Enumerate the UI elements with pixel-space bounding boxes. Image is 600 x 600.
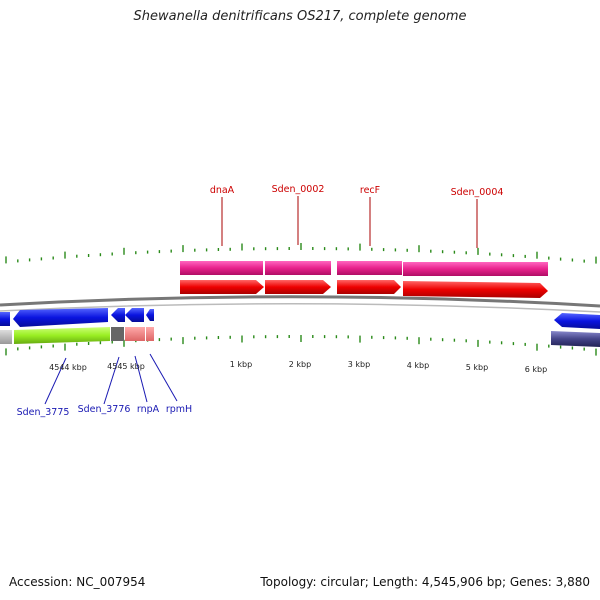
figure-title: Shewanella denitrificans OS217, complete… bbox=[133, 9, 467, 24]
scale-label-4545kbp: 4545 kbp bbox=[107, 362, 145, 371]
scale-label-4544kbp: 4544 kbp bbox=[49, 363, 87, 372]
forward-gene-feature-Sden_0002 bbox=[265, 261, 331, 275]
forward-cds-arrow-Sden_0004 bbox=[403, 281, 548, 298]
leader-line-Sden_3775 bbox=[44, 357, 67, 405]
forward-cds-arrow-Sden_0002 bbox=[265, 280, 331, 294]
reverse-gene-feature-rpmH bbox=[146, 327, 154, 341]
outer-tick-ring bbox=[5, 243, 597, 264]
gene-label-Sden_3775: Sden_3775 bbox=[17, 407, 70, 418]
accession-text: Accession: NC_007954 bbox=[9, 575, 146, 589]
scale-label-3kbp: 3 kbp bbox=[348, 360, 370, 369]
reverse-cds-arrow-Sden_3776 bbox=[111, 308, 125, 322]
forward-cds-arrow-dnaA bbox=[180, 280, 264, 294]
reverse-cds-arrow-rnpA bbox=[125, 308, 144, 322]
forward-gene-feature-Sden_0004 bbox=[403, 262, 548, 276]
scale-label-6kbp: 6 kbp bbox=[525, 365, 547, 374]
reverse-cds-arrow-left-edge bbox=[0, 312, 10, 326]
reverse-gene-feature-left-edge bbox=[0, 330, 12, 344]
gene-label-recF: recF bbox=[360, 185, 380, 196]
gene-label-Sden_0002: Sden_0002 bbox=[272, 184, 325, 195]
backbone-outer-arc bbox=[0, 295, 600, 308]
topology-text: Topology: circular; Length: 4,545,906 bp… bbox=[260, 575, 590, 589]
reverse-gene-feature-right-edge bbox=[551, 331, 600, 347]
forward-cds-arrow-recF bbox=[337, 280, 401, 294]
gene-label-Sden_0004: Sden_0004 bbox=[451, 187, 504, 198]
scale-label-5kbp: 5 kbp bbox=[466, 363, 488, 372]
leader-line-Sden_3776 bbox=[103, 356, 120, 405]
reverse-gene-feature-Sden_3776 bbox=[111, 327, 124, 341]
reverse-cds-arrow-Sden_3775 bbox=[13, 308, 108, 327]
forward-gene-feature-dnaA bbox=[180, 261, 263, 275]
reverse-gene-feature-Sden_3775 bbox=[14, 327, 110, 344]
gene-label-Sden_3776: Sden_3776 bbox=[78, 404, 131, 415]
gene-label-rnpA: rnpA bbox=[137, 404, 160, 415]
reverse-gene-feature-rnpA bbox=[125, 327, 145, 341]
backbone-inner-arc bbox=[0, 302, 600, 313]
scale-label-2kbp: 2 kbp bbox=[289, 360, 311, 369]
scale-label-4kbp: 4 kbp bbox=[407, 361, 429, 370]
inner-tick-ring bbox=[5, 335, 597, 356]
gene-label-dnaA: dnaA bbox=[210, 185, 235, 196]
leader-line-rpmH bbox=[149, 353, 178, 402]
gene-label-rpmH: rpmH bbox=[166, 404, 192, 415]
reverse-cds-arrow-rpmH bbox=[146, 309, 154, 321]
reverse-cds-arrow-right-edge bbox=[554, 313, 600, 329]
leader-line-rnpA bbox=[134, 355, 148, 403]
forward-gene-feature-recF bbox=[337, 261, 402, 275]
scale-label-1kbp: 1 kbp bbox=[230, 360, 252, 369]
